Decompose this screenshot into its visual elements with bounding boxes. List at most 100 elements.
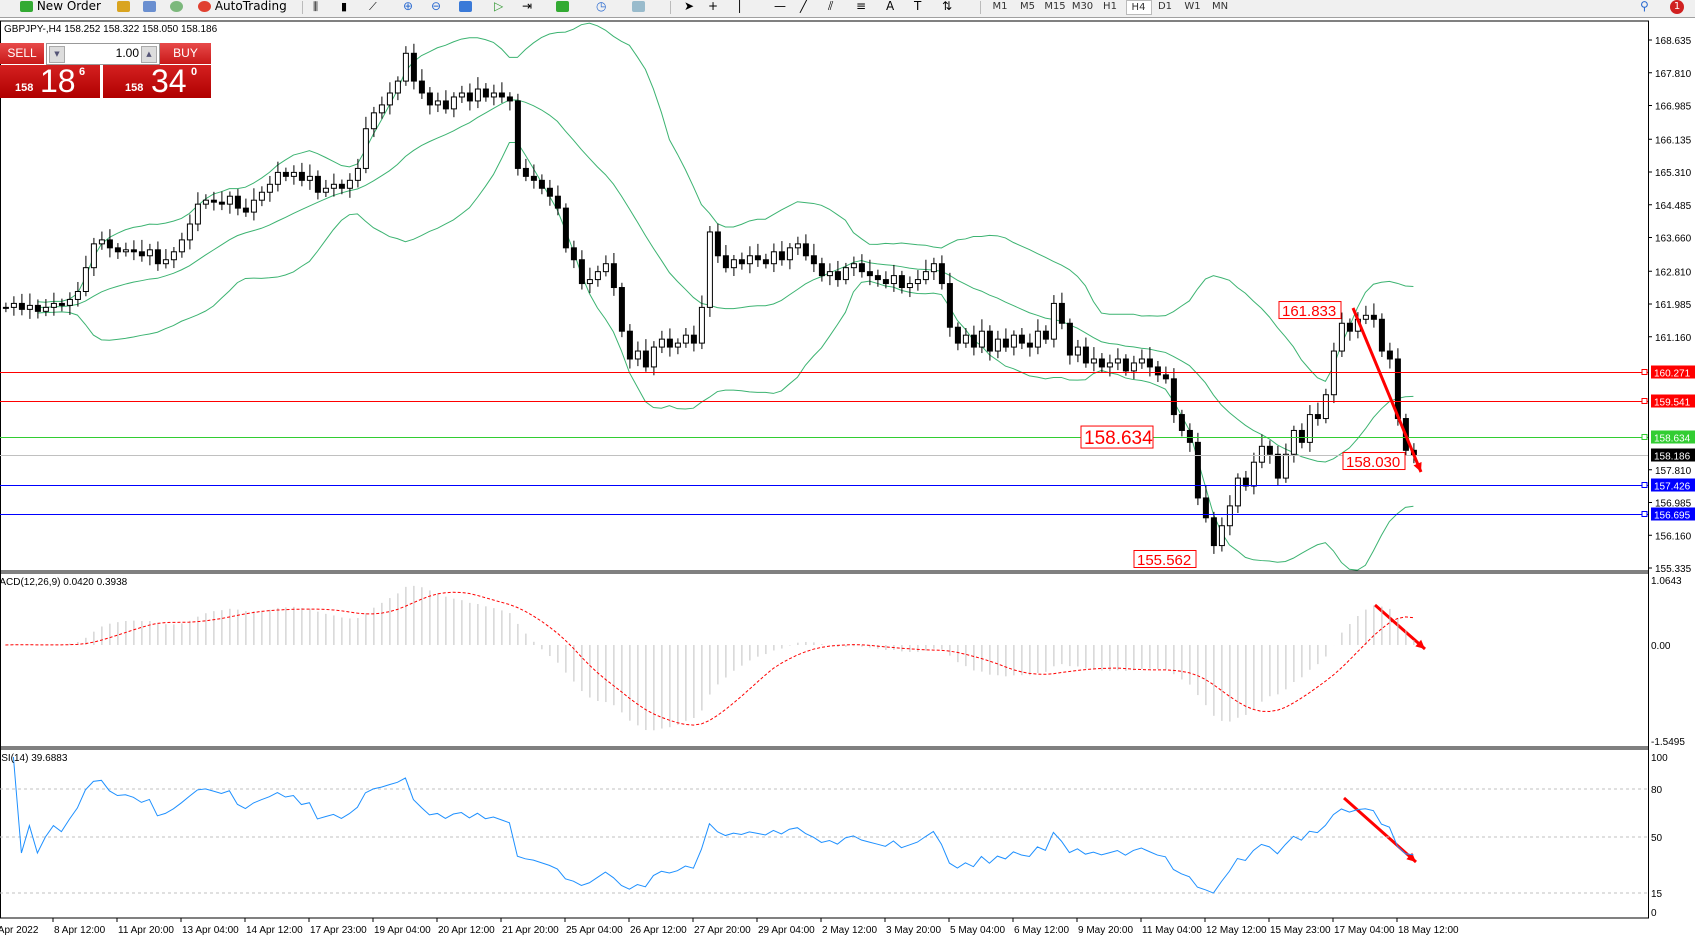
timeframe-w1[interactable]: W1 bbox=[1184, 1, 1201, 12]
candle bbox=[954, 322, 961, 351]
candle-body-bull bbox=[170, 251, 177, 261]
candle-body-bull bbox=[26, 304, 33, 310]
candle bbox=[602, 255, 609, 277]
signals-icon[interactable] bbox=[170, 1, 183, 12]
candle bbox=[490, 84, 497, 106]
crosshair-icon[interactable]: + bbox=[708, 0, 719, 13]
trendline-icon[interactable]: ╱ bbox=[800, 0, 808, 13]
candle-body-bull bbox=[250, 199, 257, 213]
candle-body-bear bbox=[1386, 350, 1393, 360]
cursor-icon[interactable]: ➤ bbox=[684, 0, 695, 13]
horizontal-line-icon[interactable]: — bbox=[774, 0, 786, 13]
candle bbox=[58, 298, 65, 312]
fibonacci-icon[interactable]: ≡ bbox=[856, 0, 867, 13]
price-note-box bbox=[1133, 549, 1197, 568]
candle-body-bull bbox=[50, 302, 57, 308]
candle-body-bull bbox=[634, 350, 641, 360]
zoom-out-icon[interactable]: ⊖ bbox=[431, 0, 442, 13]
equidistant-channel-icon[interactable]: ⫽ bbox=[828, 0, 834, 13]
candle bbox=[394, 76, 401, 101]
candle bbox=[698, 295, 705, 350]
periods-icon[interactable]: ◷ bbox=[596, 0, 607, 13]
candle bbox=[882, 271, 889, 289]
text-icon[interactable]: A bbox=[886, 0, 895, 13]
buy-button[interactable]: BUY bbox=[160, 43, 211, 64]
candle bbox=[1154, 360, 1161, 383]
templates-icon[interactable] bbox=[632, 1, 645, 12]
line-chart-icon[interactable]: ⟋ bbox=[369, 0, 377, 13]
chart-shift-icon[interactable]: ▷ bbox=[494, 0, 504, 13]
candle bbox=[218, 191, 225, 211]
candle-body-bull bbox=[706, 231, 713, 308]
timeframe-h4[interactable]: H4 bbox=[1125, 0, 1152, 15]
time-axis-label: 25 Apr 04:00 bbox=[566, 925, 623, 936]
candle bbox=[498, 82, 505, 103]
level-price-label: 160.271 bbox=[1654, 369, 1691, 380]
candle bbox=[298, 162, 305, 187]
text-label-icon[interactable]: T bbox=[914, 0, 922, 13]
candle bbox=[1218, 517, 1225, 552]
buy-price[interactable]: 158 34 0 bbox=[103, 63, 211, 99]
lot-size-stepper[interactable]: ▼ 1.00 ▲ bbox=[46, 43, 160, 65]
candle bbox=[458, 85, 465, 103]
timeframe-h1[interactable]: H1 bbox=[1103, 1, 1117, 12]
timeframe-m15[interactable]: M15 bbox=[1044, 1, 1066, 12]
tile-windows-icon[interactable] bbox=[459, 1, 472, 12]
candle-body-bear bbox=[154, 249, 161, 265]
lot-increase-button[interactable]: ▲ bbox=[141, 46, 157, 63]
time-axis-label: 29 Apr 04:00 bbox=[758, 925, 815, 936]
bar-chart-icon[interactable]: ⫼ bbox=[313, 0, 319, 13]
sell-button[interactable]: SELL bbox=[0, 43, 44, 64]
candle-body-bear bbox=[314, 175, 321, 193]
indicators-icon[interactable] bbox=[556, 1, 569, 12]
candle-body-bull bbox=[42, 306, 49, 312]
candle-body-bear bbox=[522, 167, 529, 177]
candle-body-bull bbox=[162, 259, 169, 265]
candle bbox=[754, 243, 761, 267]
candle bbox=[482, 83, 489, 102]
new-order-button[interactable]: New Order bbox=[20, 0, 101, 15]
candle bbox=[634, 341, 641, 367]
autoscroll-icon[interactable]: ⇥ bbox=[522, 0, 533, 13]
candle-body-bull bbox=[306, 175, 313, 181]
candle bbox=[994, 330, 1001, 359]
candlestick-icon[interactable]: ▮ bbox=[341, 0, 348, 13]
timeframe-m5[interactable]: M5 bbox=[1020, 1, 1035, 12]
level-price-tag bbox=[1651, 394, 1695, 408]
candle bbox=[1210, 511, 1217, 554]
candle bbox=[514, 93, 521, 176]
timeframe-d1[interactable]: D1 bbox=[1157, 1, 1173, 12]
candle-body-bear bbox=[834, 271, 841, 281]
candle-body-bull bbox=[746, 255, 753, 265]
metaeditor-icon[interactable] bbox=[117, 1, 130, 12]
market-watch-icon[interactable] bbox=[143, 1, 156, 12]
timeframe-mn[interactable]: MN bbox=[1211, 1, 1229, 12]
candle bbox=[410, 43, 417, 90]
lot-decrease-button[interactable]: ▼ bbox=[49, 46, 65, 63]
candle bbox=[250, 188, 257, 221]
lot-size-input[interactable]: 1.00 bbox=[115, 46, 139, 60]
autotrading-button[interactable]: AutoTrading bbox=[198, 0, 287, 15]
candle-body-bear bbox=[1266, 445, 1273, 455]
candle bbox=[138, 239, 145, 262]
candle-body-bull bbox=[1010, 334, 1017, 348]
vertical-line-icon[interactable]: │ bbox=[736, 0, 744, 13]
notifications-badge[interactable]: 1 bbox=[1670, 0, 1684, 14]
level-price-tag bbox=[1651, 507, 1695, 521]
sell-price[interactable]: 158 18 6 bbox=[0, 63, 100, 99]
arrows-icon[interactable]: ⇅ bbox=[942, 0, 953, 13]
zoom-in-icon[interactable]: ⊕ bbox=[403, 0, 414, 13]
search-icon[interactable]: ⚲ bbox=[1640, 0, 1649, 13]
candle-body-bear bbox=[1146, 358, 1153, 368]
candle-body-bull bbox=[402, 52, 409, 82]
timeframe-m30[interactable]: M30 bbox=[1071, 1, 1094, 12]
level-handle bbox=[1641, 398, 1648, 404]
rsi-line bbox=[12, 756, 1414, 894]
timeframe-m1[interactable]: M1 bbox=[992, 1, 1008, 12]
candle bbox=[258, 186, 265, 207]
candle bbox=[130, 240, 137, 261]
candle-body-bear bbox=[762, 259, 769, 265]
candle-body-bull bbox=[90, 243, 97, 269]
price-axis-label: 157.810 bbox=[1655, 466, 1692, 477]
